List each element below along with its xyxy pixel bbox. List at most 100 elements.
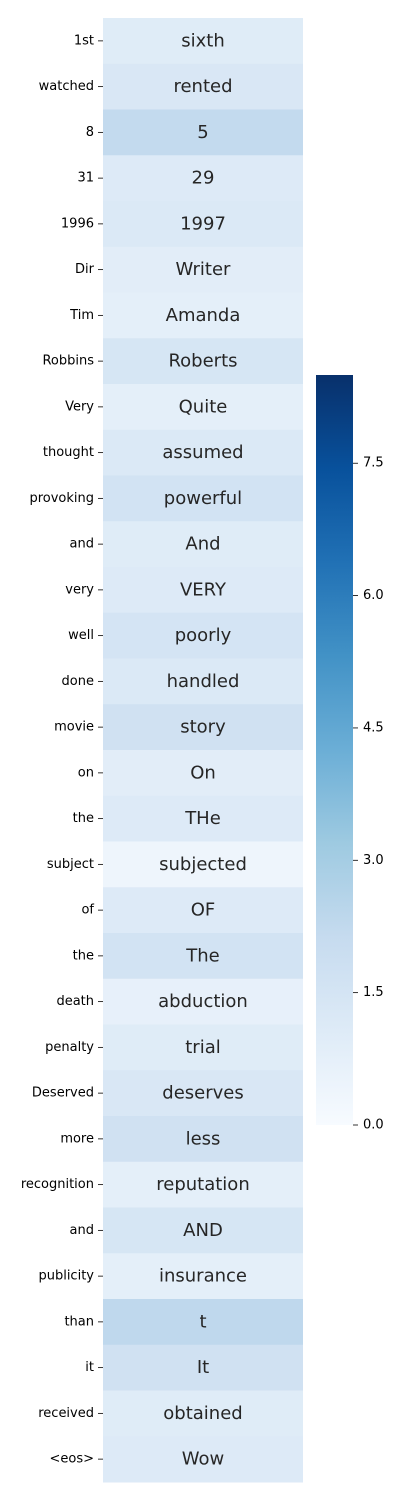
cell-annotation: Writer: [176, 259, 232, 280]
heatmap-cell: [103, 1070, 303, 1117]
row-label: more: [60, 1131, 94, 1146]
cell-annotation: 5: [197, 122, 208, 143]
heatmap-cell: [103, 841, 303, 888]
heatmap-cell: [103, 1024, 303, 1071]
colorbar-tick-label: 0.0: [363, 1118, 384, 1133]
heatmap-cell: [103, 109, 303, 156]
cell-annotation: Roberts: [168, 351, 237, 372]
row-label: done: [62, 674, 94, 689]
heatmap-cell: [103, 887, 303, 934]
cell-annotation: rented: [173, 76, 232, 97]
cell-annotation: reputation: [156, 1174, 249, 1195]
heatmap-cell: [103, 612, 303, 659]
row-label: watched: [39, 79, 94, 94]
heatmap-cell: [103, 704, 303, 751]
colorbar-ticks: 0.0 1.5 3.0 4.5 6.0 7.5: [353, 456, 384, 1133]
cell-annotation: insurance: [159, 1266, 247, 1287]
cell-annotation: The: [185, 945, 219, 966]
row-label: subject: [47, 857, 94, 872]
colorbar: 0.0 1.5 3.0 4.5 6.0 7.5: [316, 375, 384, 1133]
heatmap-cell: [103, 1299, 303, 1346]
heatmap-cell: [103, 1436, 303, 1483]
row-label: movie: [54, 720, 94, 735]
row-label: the: [73, 811, 94, 826]
cell-annotation: Wow: [182, 1449, 224, 1470]
heatmap-cell: [103, 1161, 303, 1208]
row-label: publicity: [38, 1269, 94, 1284]
row-label: and: [70, 537, 94, 552]
cell-annotation: OF: [191, 900, 216, 921]
cell-annotation: powerful: [164, 488, 242, 509]
row-label: recognition: [21, 1177, 94, 1192]
row-label: 31: [77, 171, 94, 186]
heatmap-cell: [103, 1207, 303, 1254]
heatmap-cells: [103, 18, 303, 1483]
row-label: Tim: [69, 308, 94, 323]
heatmap-cell: [103, 933, 303, 980]
row-label: on: [78, 765, 94, 780]
row-label: 1996: [61, 216, 94, 231]
colorbar-tick-label: 7.5: [363, 456, 384, 471]
row-label: penalty: [45, 1040, 94, 1055]
row-label: Deserved: [32, 1086, 94, 1101]
row-label: well: [68, 628, 94, 643]
heatmap-cell: [103, 567, 303, 614]
cell-annotation: Amanda: [166, 305, 241, 326]
heatmap-cell: [103, 750, 303, 797]
row-label: Robbins: [42, 354, 94, 369]
row-label: death: [56, 994, 94, 1009]
heatmap-cell: [103, 18, 303, 65]
heatmap-cell: [103, 1253, 303, 1300]
row-label: than: [64, 1314, 94, 1329]
cell-annotation: less: [186, 1128, 221, 1149]
cell-annotation: And: [185, 534, 220, 555]
row-label: Dir: [75, 262, 95, 277]
cell-annotation: subjected: [159, 854, 247, 875]
heatmap-cell: [103, 1390, 303, 1437]
heatmap-cell: [103, 795, 303, 842]
row-label: of: [81, 903, 94, 918]
colorbar-tick-label: 4.5: [363, 720, 384, 735]
row-label: thought: [43, 445, 94, 460]
row-label: received: [38, 1406, 94, 1421]
cell-annotation: sixth: [181, 30, 225, 51]
row-label: Very: [65, 399, 94, 414]
cell-annotation: handled: [167, 671, 240, 692]
cell-annotation: 29: [192, 168, 215, 189]
colorbar-tick-label: 1.5: [363, 985, 384, 1000]
cell-annotation: story: [180, 717, 226, 738]
colorbar-tick-label: 6.0: [363, 588, 384, 603]
row-label: provoking: [29, 491, 94, 506]
row-label: 8: [86, 125, 94, 140]
heatmap-cell: [103, 521, 303, 568]
heatmap-cell: [103, 429, 303, 476]
cell-annotation: It: [197, 1357, 209, 1378]
cell-annotation: t: [199, 1311, 206, 1332]
heatmap-cell: [103, 1116, 303, 1163]
cell-annotation: obtained: [163, 1403, 242, 1424]
cell-annotation: abduction: [158, 991, 248, 1012]
row-labels: 1st watched 8 31 1996 Dir Tim Robbins Very though…: [21, 33, 103, 1467]
cell-annotation: trial: [185, 1037, 221, 1058]
cell-annotation: THe: [184, 808, 221, 829]
heatmap-cell: [103, 475, 303, 522]
row-label: the: [73, 948, 94, 963]
cell-annotation: On: [190, 762, 216, 783]
row-label: it: [85, 1360, 94, 1375]
heatmap-cell: [103, 201, 303, 248]
colorbar-gradient: [316, 375, 353, 1125]
cell-annotation: 1997: [180, 213, 226, 234]
cell-annotation: AND: [183, 1220, 223, 1241]
row-label: and: [70, 1223, 94, 1238]
heatmap-cell: [103, 1344, 303, 1391]
row-label: <eos>: [49, 1452, 94, 1467]
heatmap-cell: [103, 246, 303, 293]
heatmap-cell: [103, 63, 303, 110]
heatmap-cell: [103, 658, 303, 705]
colorbar-tick-label: 3.0: [363, 853, 384, 868]
heatmap-cell: [103, 292, 303, 339]
cell-annotation: assumed: [162, 442, 243, 463]
cell-annotation: Quite: [179, 396, 228, 417]
cell-annotation: poorly: [175, 625, 232, 646]
